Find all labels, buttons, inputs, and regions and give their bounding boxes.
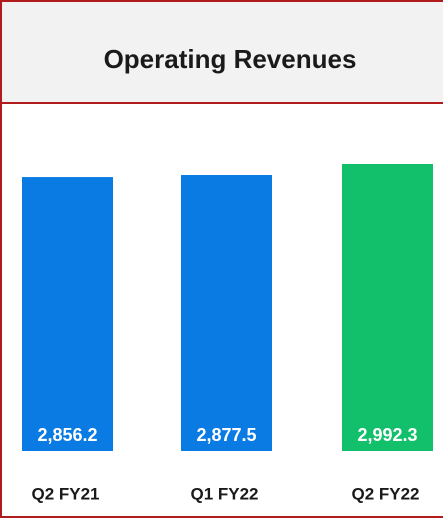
x-tick-label: Q1 FY22	[190, 484, 258, 503]
header-band	[2, 2, 443, 103]
x-tick-label: Q2 FY21	[31, 484, 99, 503]
bar	[181, 175, 272, 451]
x-tick-label: Q2 FY22	[351, 484, 419, 503]
bar	[22, 177, 113, 451]
value-label: 2,856.2	[37, 425, 97, 445]
bar	[342, 164, 433, 451]
chart-title: Operating Revenues	[104, 44, 357, 74]
value-label: 2,877.5	[196, 425, 256, 445]
value-label: 2,992.3	[357, 425, 417, 445]
